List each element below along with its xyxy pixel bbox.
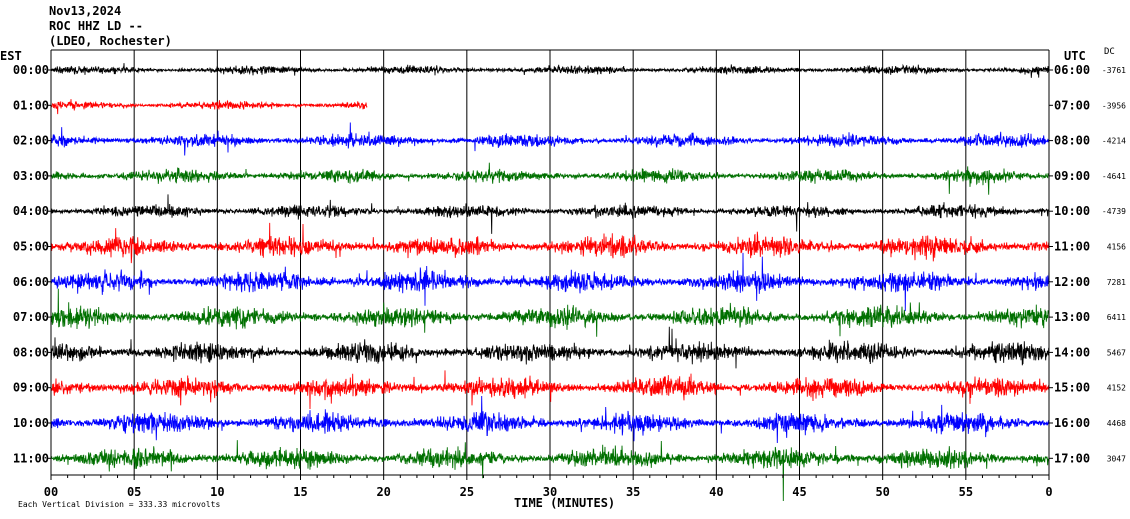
utc-hour-label: 14:00 (1054, 345, 1090, 359)
est-hour-label: 08:00 (13, 345, 49, 359)
x-tick-label: 35 (626, 485, 640, 499)
trace-row-0800 (50, 326, 1050, 369)
est-hour-label: 00:00 (13, 63, 49, 77)
utc-hour-label: 13:00 (1054, 310, 1090, 324)
dc-offset-value: 4156 (1107, 243, 1126, 252)
est-hour-label: 05:00 (13, 240, 49, 254)
x-tick-label: 30 (543, 485, 557, 499)
axes (47, 49, 1053, 480)
x-tick-label: 05 (127, 485, 141, 499)
station-code: ROC HHZ LD -- (49, 19, 143, 33)
x-tick-label: 00 (44, 485, 58, 499)
utc-hour-label: 12:00 (1054, 275, 1090, 289)
x-tick-label: 20 (376, 485, 390, 499)
trace-row-0400 (50, 194, 1050, 234)
est-hour-label: 02:00 (13, 134, 49, 148)
dc-offset-value: 6411 (1107, 313, 1126, 322)
est-hour-label: 06:00 (13, 275, 49, 289)
utc-hour-label: 16:00 (1054, 416, 1090, 430)
utc-hour-label: 08:00 (1054, 134, 1090, 148)
dc-offset-value: 7281 (1107, 278, 1126, 287)
utc-hour-label: 11:00 (1054, 240, 1090, 254)
x-tick-label: 10 (210, 485, 224, 499)
right-zone-label: UTC (1064, 49, 1086, 63)
x-tick-label: 15 (293, 485, 307, 499)
trace-row-0700 (50, 288, 1050, 337)
dc-offset-value: 4152 (1107, 384, 1126, 393)
trace-row-0600 (50, 252, 1050, 312)
trace-row-0900 (50, 370, 1050, 410)
dc-offset-value: -4641 (1102, 172, 1126, 181)
trace-row-1000 (50, 395, 1050, 444)
trace-row-0100 (50, 99, 368, 115)
x-tick-label: 45 (792, 485, 806, 499)
utc-hour-label: 07:00 (1054, 98, 1090, 112)
x-axis-title: TIME (MINUTES) (514, 496, 616, 510)
seismic-traces (50, 63, 1050, 502)
dc-offset-value: -4739 (1102, 207, 1126, 216)
est-hour-label: 09:00 (13, 381, 49, 395)
trace-row-0500 (50, 222, 1050, 264)
trace-row-0000 (50, 63, 1050, 78)
chart-date: Nov13,2024 (49, 4, 122, 18)
est-hour-label: 04:00 (13, 204, 49, 218)
dc-offset-value: 5467 (1107, 348, 1126, 357)
axis-labels: 00 05 10 15 20 25 30 35 40 45 50 55 0 00:00 06:00 -3761… (13, 63, 1126, 499)
dc-offset-value: 4468 (1107, 419, 1126, 428)
x-tick-label: 55 (959, 485, 973, 499)
x-tick-label: 40 (709, 485, 723, 499)
est-hour-label: 07:00 (13, 310, 49, 324)
est-hour-label: 01:00 (13, 98, 49, 112)
dc-offset-value: 3047 (1107, 454, 1126, 463)
trace-row-1100 (50, 440, 1050, 502)
dc-offset-value: -4214 (1102, 137, 1126, 146)
x-tick-label: 50 (875, 485, 889, 499)
trace-row-0300 (50, 162, 1050, 195)
utc-hour-label: 09:00 (1054, 169, 1090, 183)
dc-offset-value: -3956 (1102, 101, 1126, 110)
utc-hour-label: 06:00 (1054, 63, 1090, 77)
minute-gridlines (133, 50, 967, 475)
utc-hour-label: 17:00 (1054, 451, 1090, 465)
est-hour-label: 10:00 (13, 416, 49, 430)
network-name: (LDEO, Rochester) (49, 34, 172, 48)
x-tick-label: 25 (460, 485, 474, 499)
trace-row-0200 (50, 122, 1050, 156)
dc-header: DC (1104, 47, 1115, 57)
scale-note: Each Vertical Division = 333.33 microvol… (18, 500, 221, 509)
utc-hour-label: 10:00 (1054, 204, 1090, 218)
dc-offset-value: -3761 (1102, 66, 1126, 75)
x-tick-label: 0 (1045, 485, 1052, 499)
est-hour-label: 11:00 (13, 451, 49, 465)
left-zone-label: EST (0, 49, 22, 63)
utc-hour-label: 15:00 (1054, 381, 1090, 395)
est-hour-label: 03:00 (13, 169, 49, 183)
